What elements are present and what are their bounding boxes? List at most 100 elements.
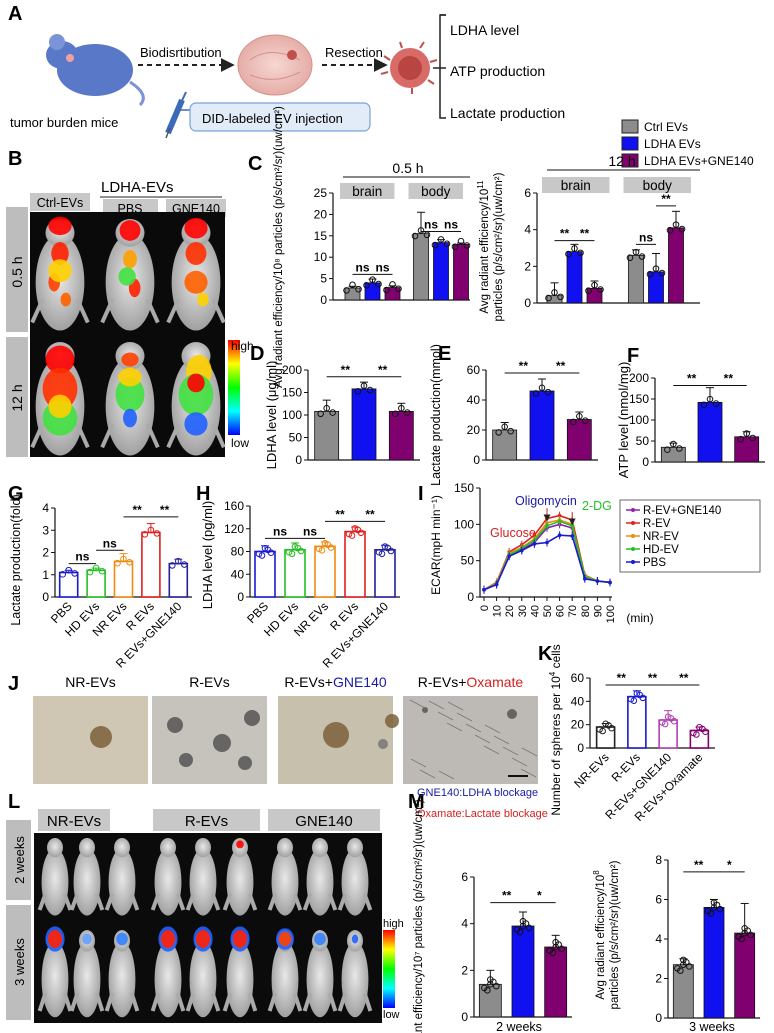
- data-point: [710, 904, 718, 911]
- data-point: [626, 254, 634, 262]
- mouse-head: [47, 838, 63, 858]
- group-ctrl-label: Ctrl-EVs: [37, 196, 84, 210]
- sphere: [179, 753, 193, 767]
- y-tick-label: 6: [461, 870, 468, 884]
- x-tick-label: 50: [542, 605, 554, 617]
- mouse-leg: [222, 893, 233, 911]
- mouse-figure: [267, 928, 303, 1018]
- bar: [672, 964, 694, 1019]
- panel-letter-c: C: [248, 153, 262, 175]
- mouse-body: [271, 941, 299, 1018]
- bar: [586, 287, 603, 304]
- data-point: [658, 269, 666, 277]
- legend-gne: LDHA EVs+GNE140: [644, 154, 754, 168]
- sig-label: **: [648, 671, 658, 685]
- panel-letter-d: D: [250, 343, 264, 365]
- mouse-leg: [292, 893, 303, 911]
- mouse-leg: [327, 893, 338, 911]
- mouse-leg: [267, 992, 278, 1012]
- data-point: [549, 949, 556, 957]
- y-tick-label: 20: [571, 718, 585, 732]
- x-tick-label: 40: [529, 605, 541, 617]
- signal-blob: [48, 216, 72, 236]
- data-point: [676, 445, 683, 452]
- data-point: [743, 430, 750, 437]
- y-tick-label: 200: [629, 371, 649, 385]
- legend-swatch-ctrl: [621, 119, 639, 134]
- data-point: [707, 910, 715, 917]
- mouse-leg: [69, 893, 80, 911]
- chart-title: 3 weeks: [689, 1020, 735, 1033]
- data-point: [557, 293, 564, 301]
- sig-label: *: [537, 889, 542, 903]
- sig-label: *: [727, 858, 732, 872]
- signal-blob: [115, 377, 145, 413]
- mouse-leg: [100, 298, 115, 324]
- y-tick-label: 150: [454, 481, 474, 495]
- data-point: [126, 559, 133, 566]
- mouse-head: [312, 838, 328, 858]
- series-point: [494, 582, 499, 587]
- data-point: [451, 243, 459, 251]
- cell-process: [446, 722, 463, 732]
- data-point: [495, 429, 502, 436]
- y-axis-label-line2: particles (p/s/cm²/sr)(uw/cm²): [493, 172, 505, 321]
- y-tick-label: 50: [636, 434, 650, 448]
- micro-title: R-EVs+Oxamate: [418, 674, 524, 690]
- mouse-imaging-grid-l: NR-EVs R-EVs GNE140: [34, 809, 382, 1023]
- data-point: [360, 382, 368, 390]
- data-point: [288, 550, 296, 558]
- signal-blob: [184, 217, 208, 239]
- y-axis-label: Avg radiant efficiency/10⁷ particles (p/…: [413, 799, 425, 1033]
- data-point: [369, 276, 376, 283]
- mouse-leg: [211, 298, 226, 324]
- y-tick-label: 15: [314, 229, 328, 243]
- y-label-exp: 8: [592, 870, 601, 875]
- mouse-body: [189, 941, 217, 1018]
- y-tick-label: 40: [231, 567, 245, 581]
- signal-blob: [82, 933, 92, 945]
- data-point: [551, 289, 558, 296]
- x-tick-label: 30: [517, 605, 529, 617]
- data-point: [591, 281, 598, 289]
- mouse-leg: [292, 992, 303, 1012]
- y-tick-label: 40: [571, 694, 585, 708]
- y-tick-label: 0: [237, 590, 244, 604]
- mouse-leg: [100, 423, 115, 449]
- sig-label: ns: [75, 550, 89, 564]
- y-axis-label: LDHA level (μg/ml): [264, 361, 279, 470]
- data-point: [354, 388, 362, 395]
- y-tick-label: 100: [454, 517, 474, 531]
- cell-process: [456, 712, 473, 722]
- microscopy-images: NR-EVs R-EVs R-EVs+GNE140 R-EVs+Oxamate: [33, 674, 538, 784]
- data-point: [169, 562, 176, 569]
- imaging-group-header: [268, 809, 380, 831]
- group-header-label: body: [643, 178, 673, 193]
- mouse-leg: [104, 893, 115, 911]
- y-tick-label: 4: [524, 223, 531, 237]
- mouse-leg: [337, 992, 348, 1012]
- mouse-figure: [30, 342, 90, 456]
- y-tick-label: 20: [314, 207, 328, 221]
- mouse-leg: [37, 992, 48, 1012]
- y-tick-label: 100: [629, 413, 649, 427]
- syringe-icon: [165, 91, 187, 139]
- cell-process: [438, 770, 455, 780]
- y-tick-label: 25: [314, 186, 328, 200]
- imaging-group-label: GNE140: [295, 813, 353, 830]
- series-point: [532, 542, 537, 546]
- week3-label: 3 weeks: [12, 938, 27, 986]
- data-point: [59, 571, 67, 578]
- sig-label: ns: [273, 524, 287, 538]
- series-point: [482, 587, 486, 592]
- mouse-figure: [150, 926, 186, 1018]
- data-point: [355, 285, 362, 293]
- mouse-figure: [267, 838, 303, 916]
- x-tick-label: 80: [580, 605, 592, 617]
- data-point: [749, 434, 756, 442]
- y-tick-label: 50: [289, 431, 303, 445]
- mouse-figure: [150, 838, 186, 916]
- sphere: [238, 756, 252, 770]
- mouse-leg: [150, 893, 161, 911]
